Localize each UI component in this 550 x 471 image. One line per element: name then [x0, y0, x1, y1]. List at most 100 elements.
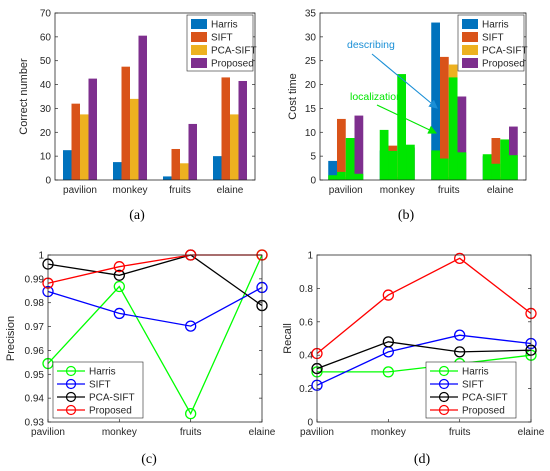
caption-c: (c): [141, 452, 157, 467]
y-tick-label: 35: [305, 9, 317, 20]
arrow-describing: [371, 53, 438, 109]
y-tick-label: 0.6: [299, 317, 313, 328]
y-axis-label: Recall: [282, 323, 294, 354]
bar-localization-proposed-elaine: [509, 155, 518, 180]
y-tick-label: 0.93: [25, 418, 45, 429]
bar-localization-proposed-fruits: [457, 152, 467, 180]
y-tick-label: 20: [305, 80, 317, 91]
legend-entry: Harris: [89, 367, 116, 378]
bar-proposed-elaine: [238, 80, 247, 180]
series-line-harris: [47, 254, 263, 416]
legend-swatch: [191, 19, 207, 29]
point-harris-fruits: [185, 407, 197, 420]
bar-harris-pavilion: [63, 150, 72, 180]
y-tick-label: 0: [45, 176, 51, 187]
bar-sift-fruits: [439, 56, 449, 181]
y-tick-label: 0: [307, 418, 313, 429]
y-tick-label: 50: [40, 56, 52, 67]
bar-localization-harris-fruits: [431, 150, 440, 180]
bar-sift-monkey: [121, 66, 130, 180]
axes-box: [319, 12, 527, 181]
bar-harris-elaine: [213, 156, 222, 180]
bar-proposed-fruits: [188, 123, 197, 180]
legend-swatch: [191, 45, 207, 55]
legend-marker: [438, 365, 450, 377]
bar-localization-sift-pavilion: [336, 171, 346, 180]
y-tick-label: 30: [40, 104, 52, 115]
annotation-describing: describing: [347, 39, 395, 51]
legend-entry: Proposed: [211, 59, 254, 70]
legend-marker: [438, 391, 450, 403]
legend-marker: [65, 378, 77, 390]
bar-proposed-monkey: [138, 35, 147, 180]
caption-b: (b): [398, 208, 415, 223]
point-sift-fruits: [185, 320, 197, 332]
y-tick-label: 1: [38, 251, 44, 262]
y-tick-label: 0.96: [25, 346, 45, 357]
y-tick-label: 0.99: [25, 274, 45, 285]
point-harris-monkey: [113, 280, 125, 293]
bar-proposed-pavilion: [354, 115, 364, 180]
legend-marker: [65, 391, 77, 403]
legend-entry: SIFT: [89, 380, 111, 391]
point-proposed-fruits: [454, 252, 466, 264]
point-harris-monkey: [382, 366, 394, 378]
caption-d: (d): [414, 452, 431, 467]
bar-localization-pca-sift-pavilion: [345, 138, 355, 180]
y-tick-label: 0.97: [25, 322, 45, 333]
annotation-localization: localization: [350, 91, 402, 103]
y-tick-label: 70: [40, 9, 52, 20]
bar-sift-elaine: [491, 138, 501, 180]
point-sift-monkey: [113, 307, 125, 320]
bar-proposed-elaine: [509, 126, 518, 180]
bar-pca-sift-monkey: [130, 98, 139, 180]
legend-entry: SIFT: [211, 33, 233, 44]
legend-entry: Harris: [482, 20, 509, 31]
x-tick-label: monkey: [112, 185, 147, 196]
series-line-pca-sift: [316, 341, 532, 370]
legend-marker: [438, 378, 450, 390]
y-tick-label: 40: [40, 80, 52, 91]
legend-swatch: [462, 32, 478, 42]
legend-entry: Proposed: [482, 59, 525, 70]
y-tick-label: 10: [40, 152, 52, 163]
point-proposed-monkey: [113, 261, 125, 273]
bar-sift-fruits: [171, 148, 180, 180]
x-tick-label: pavilion: [31, 427, 65, 438]
point-sift-fruits: [454, 329, 466, 341]
panel-a: 0 10 20 30 40 50 60 70 pavilion monkey fruits elain…: [18, 9, 257, 197]
bar-localization-pca-sift-elaine: [500, 139, 510, 180]
legend-entry: SIFT: [482, 33, 504, 44]
bar-localization-proposed-monkey: [406, 144, 415, 180]
y-tick-label: 0.98: [25, 298, 45, 309]
caption-a: (a): [129, 208, 145, 223]
x-tick-label: pavilion: [63, 185, 97, 196]
legend-entry: PCA-SIFT: [89, 393, 135, 404]
legend-swatch: [462, 45, 478, 55]
legend-entry: PCA-SIFT: [462, 393, 508, 404]
bar-sift-pavilion: [71, 103, 80, 180]
point-pca-sift-fruits: [454, 346, 466, 358]
bar-proposed-pavilion: [88, 78, 97, 180]
legend-swatch: [462, 19, 478, 29]
bar-sift-elaine: [221, 77, 230, 180]
legend-entry: Proposed: [89, 406, 132, 417]
panel-c: 0.93 0.94 0.95 0.96 0.97 0.98 0.99 1 pavilion mon…: [5, 249, 276, 438]
y-tick-label: 0.95: [25, 370, 45, 381]
y-tick-label: 25: [305, 56, 317, 67]
y-tick-label: 5: [310, 152, 316, 163]
series-line-sift: [316, 334, 532, 386]
y-axis-label: Precision: [5, 316, 17, 361]
panel-d: 0 0.2 0.4 0.6 0.8 1 pavilion monkey fruits elaine…: [282, 251, 545, 439]
y-tick-label: 60: [40, 32, 52, 43]
bar-pca-sift-elaine: [230, 114, 239, 180]
x-tick-label: monkey: [102, 427, 137, 438]
bar-localization-pca-sift-monkey: [397, 74, 407, 180]
y-tick-label: 0.4: [299, 351, 313, 362]
legend-entry: PCA-SIFT: [482, 46, 528, 57]
bar-localization-sift-fruits: [439, 158, 449, 180]
y-axis-label: Cost time: [287, 73, 299, 119]
legend-marker: [65, 365, 77, 377]
bar-sift-pavilion: [336, 118, 346, 180]
legend-marker: [65, 404, 77, 416]
